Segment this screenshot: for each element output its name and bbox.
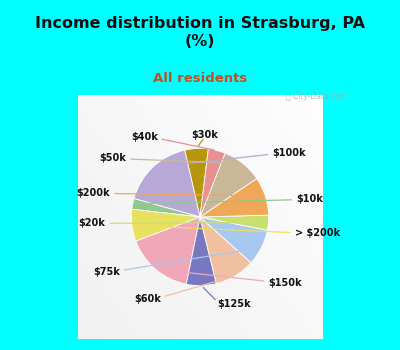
Text: ⓘ City-Data.com: ⓘ City-Data.com — [286, 92, 347, 100]
Wedge shape — [132, 198, 200, 217]
Text: $75k: $75k — [93, 267, 120, 276]
Wedge shape — [132, 209, 200, 241]
Wedge shape — [200, 215, 268, 230]
Text: $20k: $20k — [78, 218, 105, 229]
Text: $30k: $30k — [191, 130, 218, 140]
Text: $150k: $150k — [268, 278, 302, 288]
Text: $60k: $60k — [134, 294, 162, 304]
Wedge shape — [185, 148, 208, 217]
Wedge shape — [186, 217, 216, 286]
Text: $200k: $200k — [76, 188, 110, 198]
Wedge shape — [136, 217, 200, 284]
Wedge shape — [200, 217, 251, 284]
Text: > $200k: > $200k — [295, 228, 340, 238]
Wedge shape — [200, 149, 225, 217]
Text: Income distribution in Strasburg, PA
(%): Income distribution in Strasburg, PA (%) — [35, 16, 365, 49]
Text: $100k: $100k — [272, 148, 306, 158]
Text: $125k: $125k — [218, 299, 251, 309]
Wedge shape — [200, 153, 257, 217]
Text: $50k: $50k — [99, 153, 126, 162]
Text: All residents: All residents — [153, 72, 247, 85]
Wedge shape — [134, 150, 200, 217]
Wedge shape — [200, 178, 268, 217]
Text: $10k: $10k — [296, 194, 323, 204]
Text: $40k: $40k — [131, 132, 158, 142]
Wedge shape — [200, 217, 267, 263]
